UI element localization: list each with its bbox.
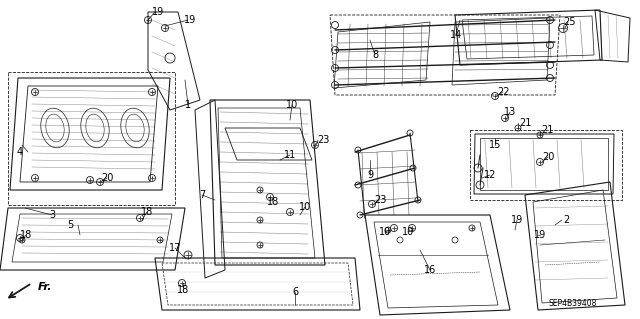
Text: 17: 17 <box>169 243 181 253</box>
Text: 19: 19 <box>152 7 164 17</box>
Text: 5: 5 <box>67 220 73 230</box>
Text: 15: 15 <box>489 140 501 150</box>
Text: 1: 1 <box>185 100 191 110</box>
Text: 21: 21 <box>519 118 531 128</box>
Text: 2: 2 <box>563 215 569 225</box>
Text: 18: 18 <box>141 207 153 217</box>
Text: 4: 4 <box>17 147 23 157</box>
Text: SEP4B39408: SEP4B39408 <box>548 299 597 308</box>
Text: 20: 20 <box>101 173 113 183</box>
Text: 12: 12 <box>484 170 496 180</box>
Text: 19: 19 <box>534 230 546 240</box>
Text: 7: 7 <box>199 190 205 200</box>
Text: 8: 8 <box>372 50 378 60</box>
Text: 18: 18 <box>267 197 279 207</box>
Text: 19: 19 <box>184 15 196 25</box>
Text: 21: 21 <box>541 125 553 135</box>
Text: Fr.: Fr. <box>38 282 52 292</box>
Text: 6: 6 <box>292 287 298 297</box>
Text: 23: 23 <box>374 195 386 205</box>
Text: 16: 16 <box>424 265 436 275</box>
Text: 19: 19 <box>511 215 523 225</box>
Text: 23: 23 <box>317 135 329 145</box>
Text: 13: 13 <box>504 107 516 117</box>
Text: 10: 10 <box>299 202 311 212</box>
Text: 10: 10 <box>379 227 391 237</box>
Text: 11: 11 <box>284 150 296 160</box>
Text: 25: 25 <box>564 17 576 27</box>
Text: 3: 3 <box>49 210 55 220</box>
Text: 10: 10 <box>286 100 298 110</box>
Text: 18: 18 <box>20 230 32 240</box>
Text: 20: 20 <box>542 152 554 162</box>
Text: 22: 22 <box>497 87 509 97</box>
Text: 9: 9 <box>367 170 373 180</box>
Text: 10: 10 <box>402 227 414 237</box>
Text: 18: 18 <box>177 285 189 295</box>
Text: 14: 14 <box>450 30 462 40</box>
